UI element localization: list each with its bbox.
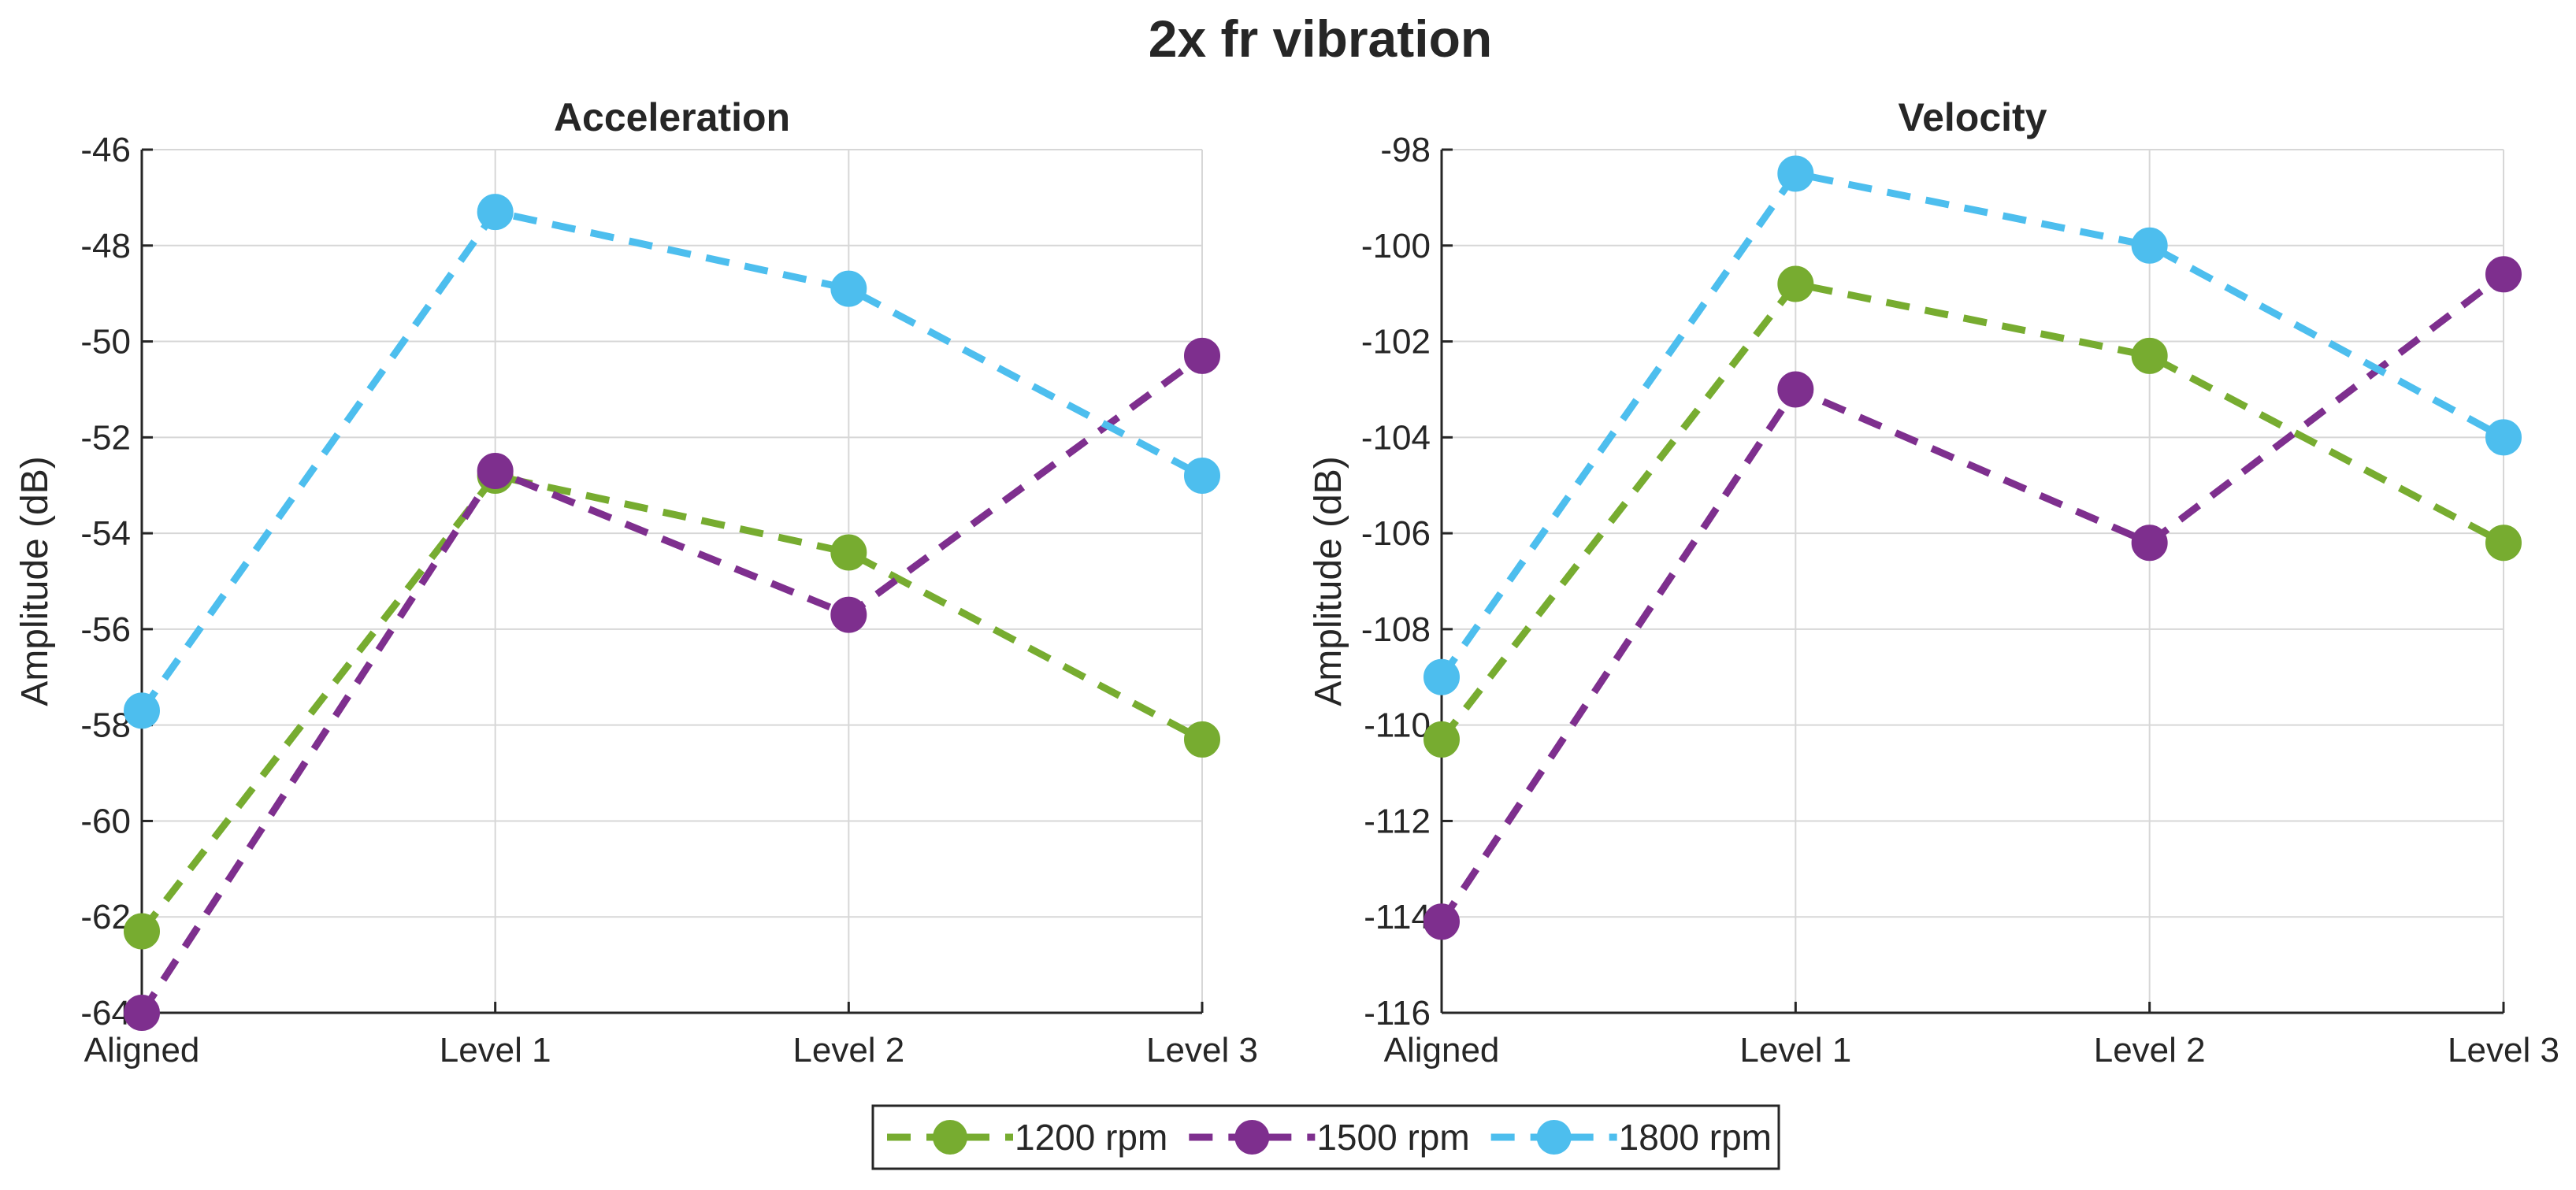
velocity-point-1800-rpm-3: [2485, 419, 2522, 456]
velocity-ytick-label-4: -106: [1361, 514, 1431, 553]
velocity-xtick-label-3: Level 3: [2448, 1031, 2559, 1070]
velocity-ytick-label-9: -116: [1364, 994, 1431, 1032]
acceleration-ytick-label-8: -62: [80, 898, 131, 936]
velocity-panel-title: Velocity: [1899, 95, 2047, 139]
acceleration-ytick-label-6: -58: [80, 706, 131, 745]
figure-title: 2x fr vibration: [1149, 9, 1492, 68]
velocity-series-line-1200-rpm: [1438, 280, 2506, 742]
acceleration-point-1500-rpm-0: [124, 995, 160, 1031]
velocity-ytick-label-1: -100: [1361, 227, 1431, 265]
acceleration-ytick-label-1: -48: [80, 227, 131, 265]
velocity-series-line-1500-rpm: [1438, 271, 2506, 924]
acceleration-ytick-label-3: -52: [80, 418, 131, 457]
velocity-point-1500-rpm-1: [1777, 371, 1814, 408]
acceleration-xtick-label-3: Level 3: [1146, 1031, 1258, 1070]
acceleration-point-1200-rpm-3: [1184, 721, 1220, 758]
velocity-ytick-label-7: -112: [1364, 802, 1431, 840]
velocity-ytick-label-5: -108: [1361, 610, 1431, 649]
acceleration-ytick-label-2: -50: [80, 323, 131, 361]
acceleration-xtick-label-0: Aligned: [84, 1031, 200, 1070]
acceleration-ytick-label-9: -64: [80, 994, 131, 1032]
acceleration-ytick-label-0: -46: [80, 131, 131, 169]
acceleration-ytick-label-4: -54: [80, 514, 131, 553]
acceleration-ytick-label-7: -60: [80, 802, 131, 840]
velocity-point-1800-rpm-1: [1777, 155, 1814, 192]
acceleration-point-1500-rpm-2: [830, 596, 867, 633]
velocity-ytick-label-8: -114: [1364, 898, 1431, 936]
velocity-point-1500-rpm-0: [1423, 903, 1460, 940]
velocity-ytick-label-6: -110: [1364, 706, 1431, 745]
velocity-y-axis-label: Amplitude (dB): [1308, 456, 1349, 706]
velocity-point-1200-rpm-0: [1423, 721, 1460, 758]
velocity-xtick-label-1: Level 1: [1739, 1031, 1851, 1070]
legend-marker-1800-rpm: [1536, 1120, 1572, 1155]
acceleration-point-1500-rpm-1: [477, 452, 514, 489]
velocity-ytick-label-0: -98: [1380, 131, 1431, 169]
acceleration-xtick-label-2: Level 2: [792, 1031, 904, 1070]
velocity-ytick-label-3: -104: [1361, 418, 1431, 457]
velocity-point-1800-rpm-0: [1423, 658, 1460, 695]
acceleration-series-line-1800-rpm: [139, 208, 1204, 714]
velocity-series-line-1800-rpm: [1438, 169, 2506, 680]
acceleration-panel-title: Acceleration: [554, 95, 790, 139]
acceleration-point-1800-rpm-3: [1184, 458, 1220, 495]
acceleration-xtick-label-1: Level 1: [440, 1031, 551, 1070]
legend-label-1500-rpm: 1500 rpm: [1316, 1117, 1469, 1158]
velocity-xtick-label-0: Aligned: [1384, 1031, 1500, 1070]
velocity-xtick-label-2: Level 2: [2094, 1031, 2206, 1070]
velocity-point-1800-rpm-2: [2131, 227, 2168, 264]
velocity-ytick-label-2: -102: [1361, 323, 1431, 361]
acceleration-y-axis-label: Amplitude (dB): [14, 456, 56, 706]
acceleration-point-1800-rpm-2: [830, 270, 867, 307]
acceleration-series-line-1200-rpm: [139, 472, 1204, 934]
acceleration-point-1800-rpm-0: [124, 692, 160, 729]
legend-label-1200-rpm: 1200 rpm: [1015, 1117, 1167, 1158]
acceleration-point-1200-rpm-2: [830, 534, 867, 571]
legend-marker-1200-rpm: [933, 1120, 967, 1155]
legend-box: [871, 1104, 1780, 1170]
velocity-point-1500-rpm-3: [2485, 256, 2522, 293]
velocity-point-1500-rpm-2: [2131, 525, 2168, 562]
acceleration-point-1500-rpm-3: [1184, 337, 1220, 374]
acceleration-point-1800-rpm-1: [477, 194, 514, 231]
acceleration-series-line-1500-rpm: [139, 353, 1204, 1015]
velocity-point-1200-rpm-2: [2131, 337, 2168, 374]
acceleration-point-1200-rpm-0: [124, 913, 160, 950]
acceleration-ytick-label-5: -56: [80, 610, 131, 649]
legend-label-1800-rpm: 1800 rpm: [1619, 1117, 1772, 1158]
velocity-point-1200-rpm-3: [2485, 525, 2522, 562]
legend-marker-1500-rpm: [1234, 1120, 1270, 1155]
velocity-point-1200-rpm-1: [1777, 265, 1814, 302]
